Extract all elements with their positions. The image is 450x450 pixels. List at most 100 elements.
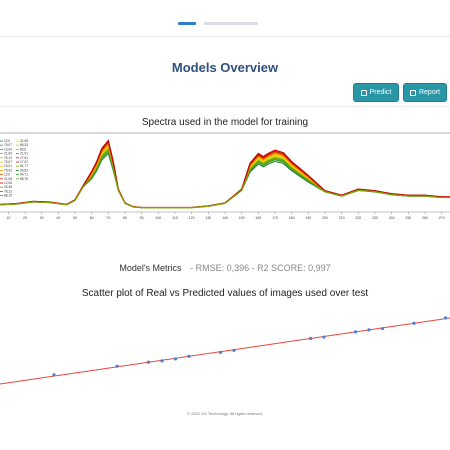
scatter-point — [380, 326, 385, 331]
report-button-label: Report — [418, 89, 440, 96]
legend-entry: 31,08 — [20, 139, 28, 143]
edit-icon — [360, 89, 367, 96]
spectra-tick-label: 30 — [40, 216, 44, 220]
scatter-point — [322, 335, 326, 339]
scatter-point — [367, 328, 371, 332]
predict-button[interactable]: Predict — [354, 84, 398, 101]
legend-entry: 17,02 — [20, 160, 28, 164]
spectra-series-line — [0, 152, 450, 209]
legend-entry: 78,12 — [4, 189, 12, 193]
spectra-tick-label: 100 — [155, 216, 161, 220]
spectra-tick-label: 180 — [289, 216, 295, 220]
legend-entry: 13,00 — [4, 147, 12, 151]
spectra-tick-label: 230 — [372, 216, 378, 220]
scatter-point — [115, 364, 119, 368]
r2-value: R2 SCORE: 0,997 — [257, 263, 331, 273]
spectra-tick-label: 70 — [106, 216, 110, 220]
tab-active[interactable] — [178, 22, 196, 25]
predict-button-label: Predict — [369, 89, 392, 96]
scatter-points-group — [52, 316, 448, 377]
legend-entry: 27,61 — [20, 156, 28, 160]
metrics-rmse: - RMSE: 0,396 - R2 SCORE: 0,997 — [190, 263, 331, 273]
legend-entry: 75,07 — [4, 160, 12, 164]
report-button[interactable]: Report — [404, 84, 446, 101]
scatter-point — [308, 336, 313, 341]
scatter-point — [443, 316, 448, 320]
spectra-chart: 10 20 30 40 50 60 70 80 90 100 110 120 130 140 150 160 1… — [0, 132, 450, 232]
spectra-series-line — [0, 144, 450, 209]
legend-entry: 88,19 — [4, 194, 12, 198]
legend-entry: 91,77 — [20, 164, 28, 168]
metrics-label: Model's Metrics — [119, 263, 182, 273]
spectra-tick-label: 140 — [222, 216, 228, 220]
spectra-tick-label: 160 — [255, 216, 261, 220]
spectra-tick-label: 130 — [205, 216, 211, 220]
legend-entry: 12,0 — [4, 139, 10, 143]
rmse-value: RMSE: 0,396 — [195, 263, 250, 273]
spectra-series-group — [0, 139, 450, 209]
spectra-series-line — [0, 149, 450, 209]
spectra-tick-label: 10 — [6, 216, 10, 220]
scatter-fit-line — [0, 317, 450, 385]
scatter-point — [173, 357, 178, 361]
spectra-series-line — [0, 146, 450, 209]
spectra-series-line — [0, 143, 450, 209]
nav-tabs — [178, 22, 258, 25]
spectra-tick-label: 90 — [140, 216, 144, 220]
legend-entry: 12,06 — [4, 181, 12, 185]
spectra-tick-label: 20 — [23, 216, 27, 220]
scatter-chart — [0, 300, 450, 400]
spectra-tick-label: 110 — [172, 216, 178, 220]
spectra-tick-label: 250 — [405, 216, 411, 220]
legend-entry: 75,02 — [4, 168, 12, 172]
spectra-tick-label: 50 — [73, 216, 77, 220]
scatter-point — [218, 350, 223, 354]
legend-entry: 33,48 — [4, 185, 12, 189]
spectra-series-line — [0, 139, 450, 208]
spectra-series-line — [0, 141, 450, 209]
legend-entry: 21,09 — [4, 152, 12, 156]
page-title: Models Overview — [171, 60, 279, 75]
scatter-svg — [0, 316, 450, 385]
scatter-point — [146, 360, 151, 364]
legend-entry: 12,0 — [4, 173, 10, 177]
spectra-tick-label: 220 — [355, 216, 361, 220]
legend-entry: 85,33 — [20, 143, 28, 147]
spectra-tick-label: 240 — [389, 216, 395, 220]
spectra-tick-label: 80 — [123, 216, 127, 220]
legend-entry: 21,08 — [4, 177, 12, 181]
top-nav-strip — [0, 0, 450, 37]
legend-entry: 79,12 — [4, 156, 12, 160]
spectra-series-line — [0, 140, 450, 209]
spectra-series-line — [0, 147, 450, 209]
spectra-chart-title: Spectra used in the model for training — [141, 117, 309, 128]
scatter-chart-title: Scatter plot of Real vs Predicted values… — [81, 288, 369, 299]
legend-entry: 33,53 — [20, 168, 28, 172]
scatter-point — [52, 373, 56, 377]
scatter-point — [187, 354, 191, 358]
spectra-series-line — [0, 150, 450, 209]
scatter-fit-line-group — [0, 317, 450, 385]
legend-entry: 94,71 — [20, 173, 28, 177]
spectra-tick-label: 150 — [239, 216, 245, 220]
model-metrics: Model's Metrics - RMSE: 0,396 - R2 SCORE… — [0, 263, 450, 273]
spectra-tick-label: 260 — [422, 216, 428, 220]
tab-inactive[interactable] — [204, 22, 258, 25]
legend-entry: 85,76 — [20, 177, 28, 181]
legend-entry: 79,07 — [4, 143, 12, 147]
scatter-point — [412, 321, 416, 325]
legend-entry: 80,6 — [20, 147, 26, 151]
document-icon — [409, 89, 416, 96]
spectra-tick-label: 190 — [305, 216, 311, 220]
spectra-x-ticks: 10 20 30 40 50 60 70 80 90 100 110 120 130 140 150 160 1… — [6, 212, 445, 220]
spectra-tick-label: 210 — [339, 216, 345, 220]
spectra-tick-label: 270 — [439, 216, 445, 220]
divider — [0, 106, 450, 107]
legend-entry: 21,91 — [20, 152, 28, 156]
spectra-tick-label: 200 — [322, 216, 328, 220]
spectra-legend: 12,079,0713,0021,0979,1275,0719,0175,021… — [0, 139, 28, 198]
spectra-tick-label: 170 — [272, 216, 278, 220]
spectra-tick-label: 120 — [189, 216, 195, 220]
scatter-point — [160, 359, 164, 363]
spectra-series-line — [0, 148, 450, 209]
